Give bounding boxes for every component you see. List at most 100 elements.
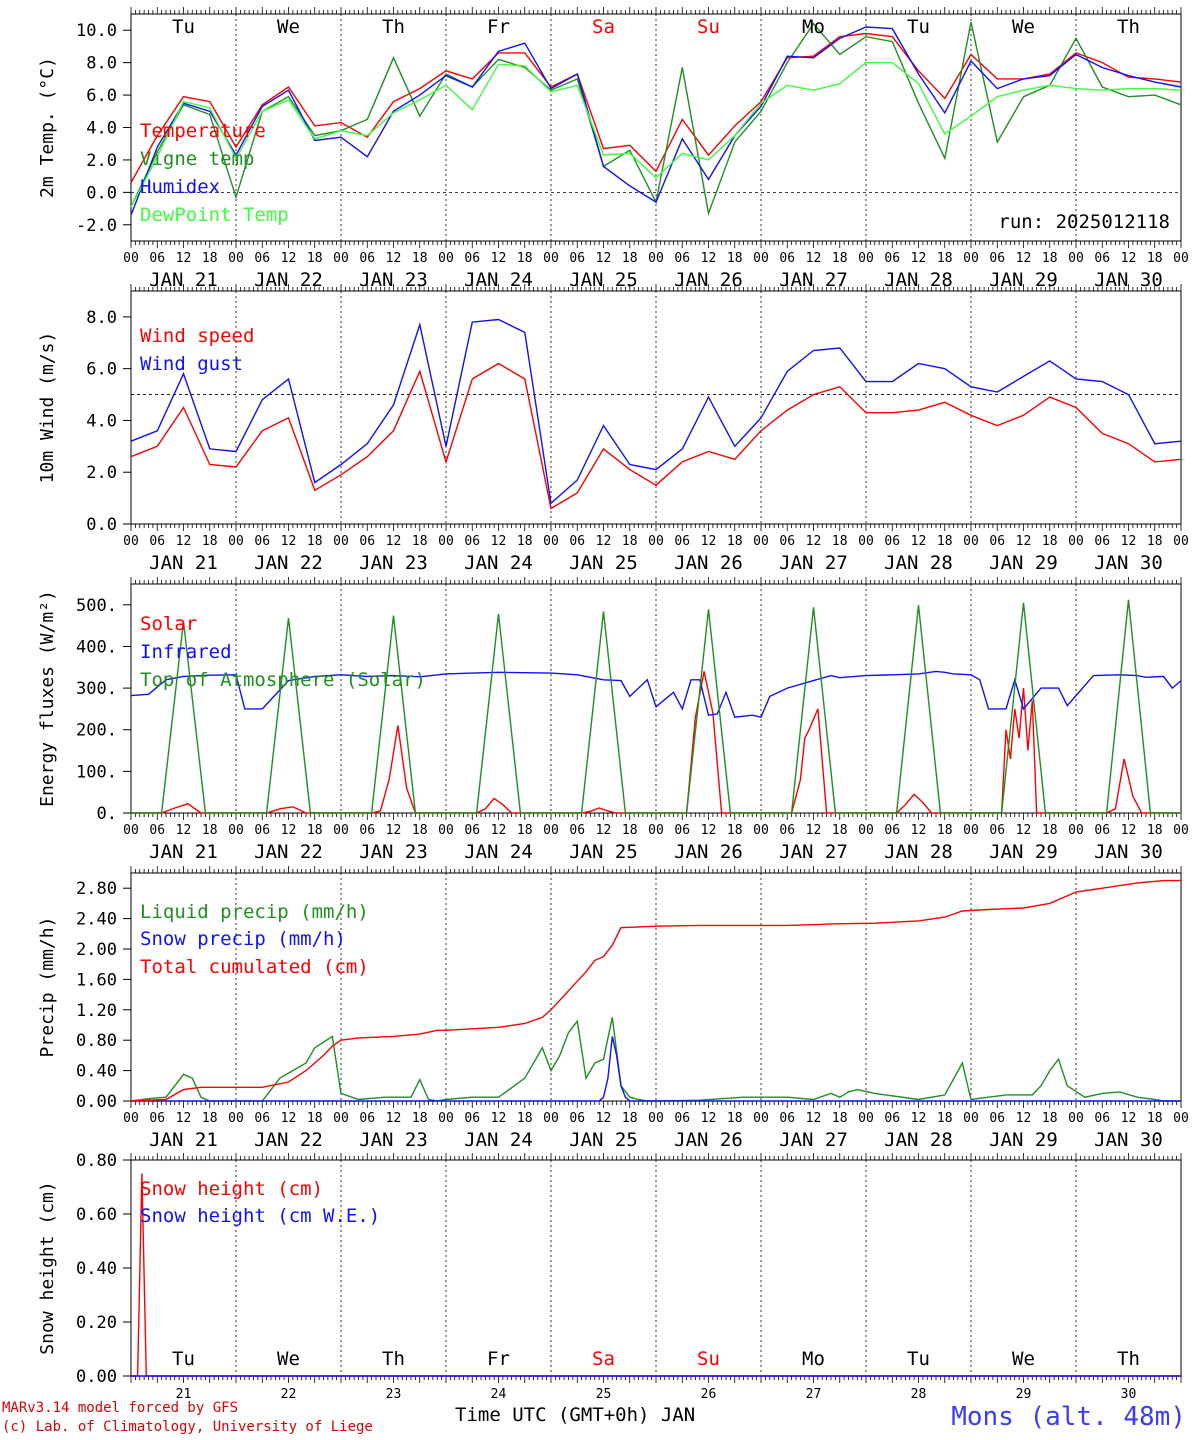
- hour-label: 18: [202, 1111, 218, 1126]
- y-axis-title: 2m Temp. (°C): [37, 57, 58, 198]
- hour-label: 00: [333, 823, 349, 838]
- hour-label: 06: [674, 823, 690, 838]
- date-label: JAN 25: [569, 552, 638, 574]
- hour-label: 00: [333, 534, 349, 549]
- hour-label: 00: [858, 1111, 874, 1126]
- hour-label: 18: [1042, 534, 1058, 549]
- hour-label: 00: [333, 251, 349, 266]
- hour-label: 12: [281, 823, 297, 838]
- hour-label: 00: [858, 534, 874, 549]
- hour-label: 12: [1016, 823, 1032, 838]
- hour-label: 18: [412, 251, 428, 266]
- panel-5: 0.00 0.20 0.40 0.60 0.80 Snow height (cm) Snow…: [37, 1151, 1182, 1402]
- legend-entry: Snow precip (mm/h): [140, 928, 346, 950]
- y-tick-label: 2.80: [76, 879, 117, 899]
- legend-entry: Infrared: [140, 641, 232, 663]
- hour-label: 12: [911, 251, 927, 266]
- hour-label: 00: [543, 251, 559, 266]
- legend-entry: Solar: [140, 613, 197, 635]
- hour-label: 12: [596, 251, 612, 266]
- hour-label: 06: [254, 1111, 270, 1126]
- hour-label: 06: [989, 534, 1005, 549]
- hour-label: 00: [228, 251, 244, 266]
- hour-label: 06: [464, 1111, 480, 1126]
- model-credits: MARv3.14 model forced by GFS (c) Lab. of…: [2, 1399, 373, 1437]
- hour-label: 12: [1121, 823, 1137, 838]
- legend-entry: Liquid precip (mm/h): [140, 901, 369, 923]
- hour-label: 18: [622, 823, 638, 838]
- hour-label: 00: [753, 823, 769, 838]
- series-line: [130, 318, 1182, 505]
- hour-label: 00: [543, 534, 559, 549]
- hour-label: 12: [911, 1111, 927, 1126]
- hour-label: 06: [884, 1111, 900, 1126]
- y-tick-label: 400.: [76, 637, 117, 657]
- hour-label: 00: [438, 534, 454, 549]
- date-label: JAN 21: [149, 841, 218, 863]
- y-tick-label: 6.0: [86, 360, 117, 380]
- hour-label: 00: [123, 251, 139, 266]
- hour-label: 06: [254, 823, 270, 838]
- day-number: 23: [386, 1387, 402, 1402]
- hour-label: 18: [622, 534, 638, 549]
- hour-label: 12: [911, 534, 927, 549]
- hour-label: 12: [701, 534, 717, 549]
- hour-label: 06: [779, 251, 795, 266]
- hour-label: 00: [648, 534, 664, 549]
- y-tick-label: 0.80: [76, 1151, 117, 1171]
- hour-label: 06: [1094, 251, 1110, 266]
- hour-label: 06: [1094, 534, 1110, 549]
- hour-label: 00: [543, 823, 559, 838]
- hour-label: 12: [491, 1111, 507, 1126]
- hour-label: 18: [1042, 823, 1058, 838]
- hour-label: 12: [491, 251, 507, 266]
- hour-label: 18: [727, 534, 743, 549]
- y-tick-label: 500.: [76, 596, 117, 616]
- date-label: JAN 24: [464, 269, 533, 291]
- hour-label: 18: [727, 251, 743, 266]
- date-label: JAN 21: [149, 1129, 218, 1151]
- weekday-label: Su: [697, 1348, 720, 1370]
- hour-label: 06: [1094, 823, 1110, 838]
- hour-label: 18: [1147, 823, 1163, 838]
- legend-entry: Top of Atmosphere (Solar): [140, 669, 426, 691]
- hour-label: 00: [858, 823, 874, 838]
- date-label: JAN 21: [149, 269, 218, 291]
- y-tick-label: 0.20: [76, 1313, 117, 1333]
- hour-label: 00: [1173, 534, 1189, 549]
- legend-entry: Wind gust: [140, 353, 243, 375]
- hour-label: 12: [281, 1111, 297, 1126]
- hour-label: 00: [648, 1111, 664, 1126]
- run-annotation: run: 2025012118: [998, 211, 1170, 233]
- legend-entry: Vigne temp: [140, 148, 254, 170]
- hour-label: 06: [149, 823, 165, 838]
- hour-label: 00: [648, 823, 664, 838]
- weekday-label: Tu: [172, 1348, 195, 1370]
- date-label: JAN 27: [779, 1129, 848, 1151]
- date-label: JAN 23: [359, 1129, 428, 1151]
- weekday-label: Th: [382, 16, 405, 38]
- hour-label: 12: [1016, 1111, 1032, 1126]
- hour-label: 12: [806, 251, 822, 266]
- hour-label: 18: [307, 1111, 323, 1126]
- hour-label: 00: [963, 823, 979, 838]
- series-line: [130, 61, 1182, 208]
- legend-entry: DewPoint Temp: [140, 204, 289, 226]
- y-tick-label: 0.80: [76, 1031, 117, 1051]
- hour-label: 00: [228, 534, 244, 549]
- hour-label: 00: [1173, 823, 1189, 838]
- date-label: JAN 28: [884, 1129, 953, 1151]
- weekday-label: Sa: [592, 16, 615, 38]
- y-tick-label: 8.0: [86, 308, 117, 328]
- weekday-label: Tu: [172, 16, 195, 38]
- hour-label: 12: [806, 1111, 822, 1126]
- y-tick-label: 0.00: [76, 1367, 117, 1387]
- day-number: 27: [806, 1387, 822, 1402]
- hour-label: 12: [281, 251, 297, 266]
- y-tick-label: 0.0: [86, 183, 117, 203]
- date-label: JAN 24: [464, 1129, 533, 1151]
- y-tick-label: 200.: [76, 721, 117, 741]
- hour-label: 06: [569, 251, 585, 266]
- hour-label: 00: [1068, 823, 1084, 838]
